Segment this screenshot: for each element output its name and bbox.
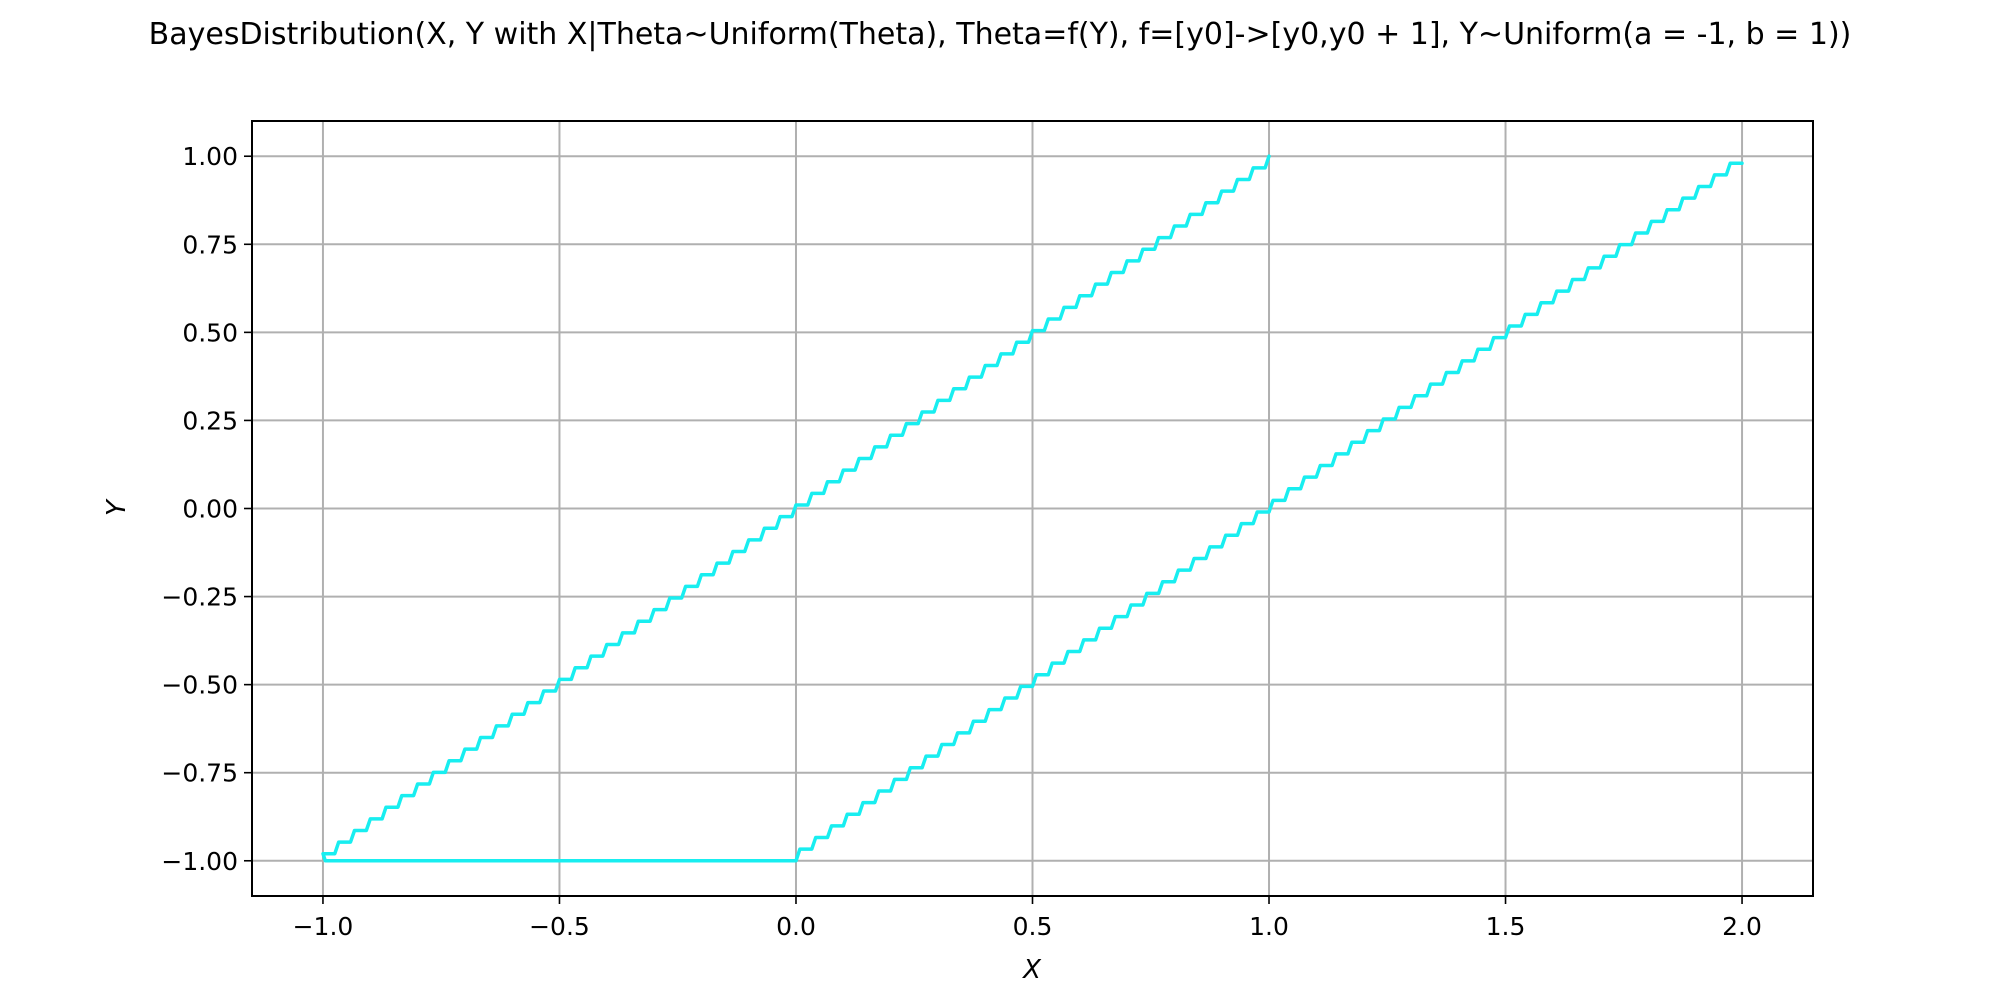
x-tick-label: 2.0	[1722, 912, 1762, 941]
y-tick-label: −0.75	[161, 759, 238, 788]
ticks: −1.0 −0.5 0.0 0.5 1.0 1.5 2.0 1.00 0.75 0.50 0.25 0…	[161, 142, 1762, 941]
y-tick-label: 1.00	[182, 142, 238, 171]
x-tick-label: 1.5	[1486, 912, 1526, 941]
y-axis-label: Y	[102, 498, 132, 516]
x-tick-label: −0.5	[529, 912, 590, 941]
x-tick-label: 0.5	[1013, 912, 1053, 941]
x-axis-label: X	[1021, 955, 1042, 985]
y-tick-label: 0.25	[182, 406, 238, 435]
x-tick-label: −1.0	[293, 912, 354, 941]
chart-title: BayesDistribution(X, Y with X|Theta~Unif…	[149, 17, 1852, 52]
series-line	[321, 154, 1744, 863]
series-layer	[321, 154, 1744, 863]
y-tick-label: −0.25	[161, 583, 238, 612]
y-tick-label: −0.50	[161, 671, 238, 700]
x-tick-label: 1.0	[1249, 912, 1289, 941]
y-tick-label: 0.75	[182, 230, 238, 259]
y-tick-label: 0.50	[182, 318, 238, 347]
grid	[252, 121, 1813, 896]
y-tick-label: 0.00	[182, 495, 238, 524]
y-tick-label: −1.00	[161, 847, 238, 876]
x-tick-label: 0.0	[776, 912, 816, 941]
